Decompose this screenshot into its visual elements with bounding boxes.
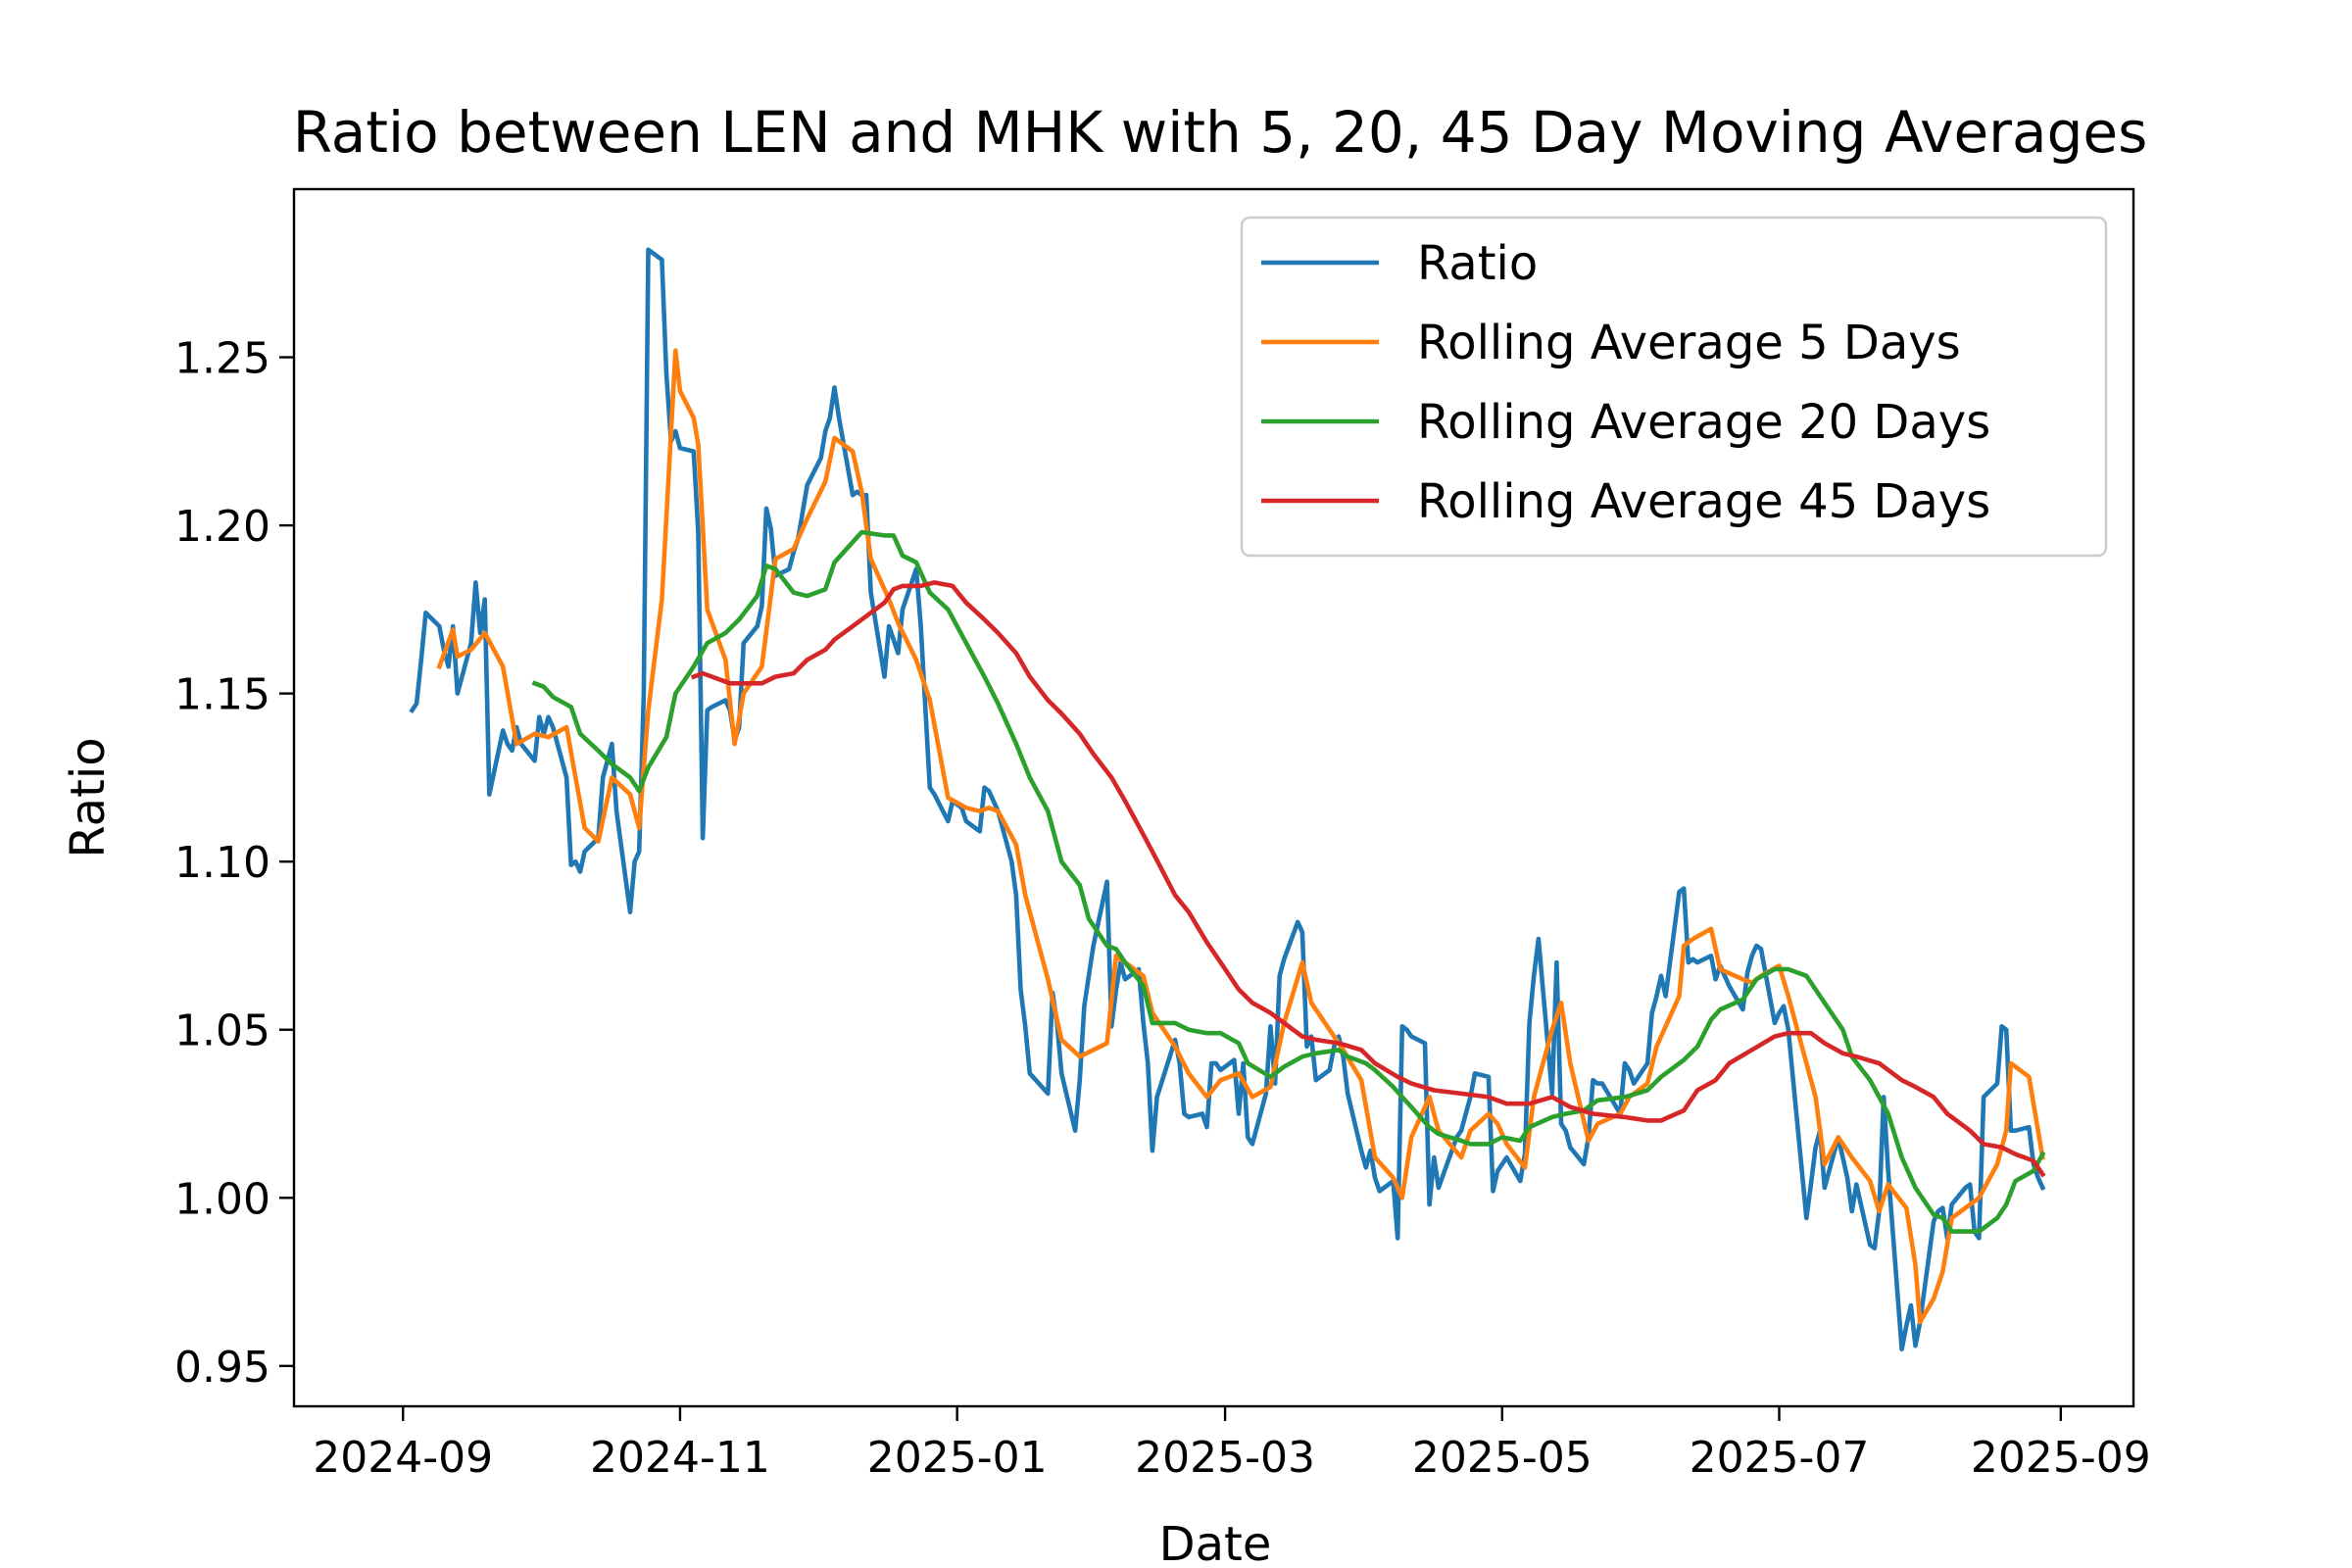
legend-label-3: Rolling Average 45 Days	[1417, 474, 1990, 529]
x-tick-label: 2025-05	[1412, 1433, 1592, 1483]
y-axis: 0.95 1.00 1.05 1.10 1.15 1.20 1.25	[174, 334, 294, 1393]
y-tick-label: 1.25	[174, 334, 270, 384]
y-tick-label: 1.15	[174, 670, 270, 720]
legend-box	[1240, 216, 2108, 558]
x-axis: 2024-09 2024-11 2025-01 2025-03 2025-05 2025-…	[313, 1406, 2151, 1483]
legend-label-0: Ratio	[1417, 236, 1538, 291]
legend-label-1: Rolling Average 5 Days	[1417, 316, 1961, 370]
chart-title: Ratio between LEN and MHK with 5, 20, 45…	[293, 99, 2148, 166]
series-line-1	[436, 348, 2045, 1325]
legend-label-2: Rolling Average 20 Days	[1417, 395, 1990, 450]
legend: Ratio Rolling Average 5 Days Rolling Avera…	[1240, 216, 2108, 558]
x-tick-label: 2025-09	[1971, 1433, 2151, 1483]
x-tick-label: 2024-09	[313, 1433, 493, 1483]
series-line-2	[531, 529, 2046, 1234]
y-tick-label: 1.10	[174, 838, 270, 888]
x-axis-label: Date	[1159, 1517, 1272, 1568]
x-tick-label: 2025-03	[1135, 1433, 1315, 1483]
y-tick-label: 1.20	[174, 502, 270, 552]
y-tick-label: 0.95	[174, 1343, 270, 1393]
x-tick-label: 2025-01	[867, 1433, 1048, 1483]
x-tick-label: 2025-07	[1690, 1433, 1870, 1483]
x-tick-label: 2024-11	[590, 1433, 770, 1483]
plot-frame	[292, 187, 2135, 1408]
y-tick-label: 1.05	[174, 1006, 270, 1056]
series-line-3	[690, 580, 2046, 1178]
y-axis-label: Ratio	[61, 737, 116, 858]
series-layer	[409, 247, 2046, 1351]
y-tick-label: 1.00	[174, 1174, 270, 1224]
